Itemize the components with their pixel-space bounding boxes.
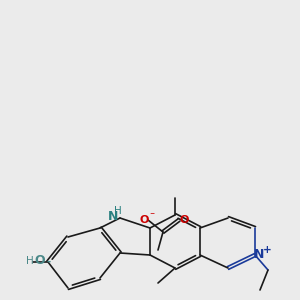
Text: -: - xyxy=(47,257,51,267)
Text: H: H xyxy=(26,256,34,266)
Text: N: N xyxy=(254,248,264,260)
Text: +: + xyxy=(262,245,272,255)
Text: H: H xyxy=(114,206,122,216)
Text: O: O xyxy=(35,254,45,266)
Text: O: O xyxy=(179,215,189,225)
Text: O: O xyxy=(139,215,149,225)
Text: N: N xyxy=(108,211,118,224)
Text: ⁻: ⁻ xyxy=(149,211,154,221)
